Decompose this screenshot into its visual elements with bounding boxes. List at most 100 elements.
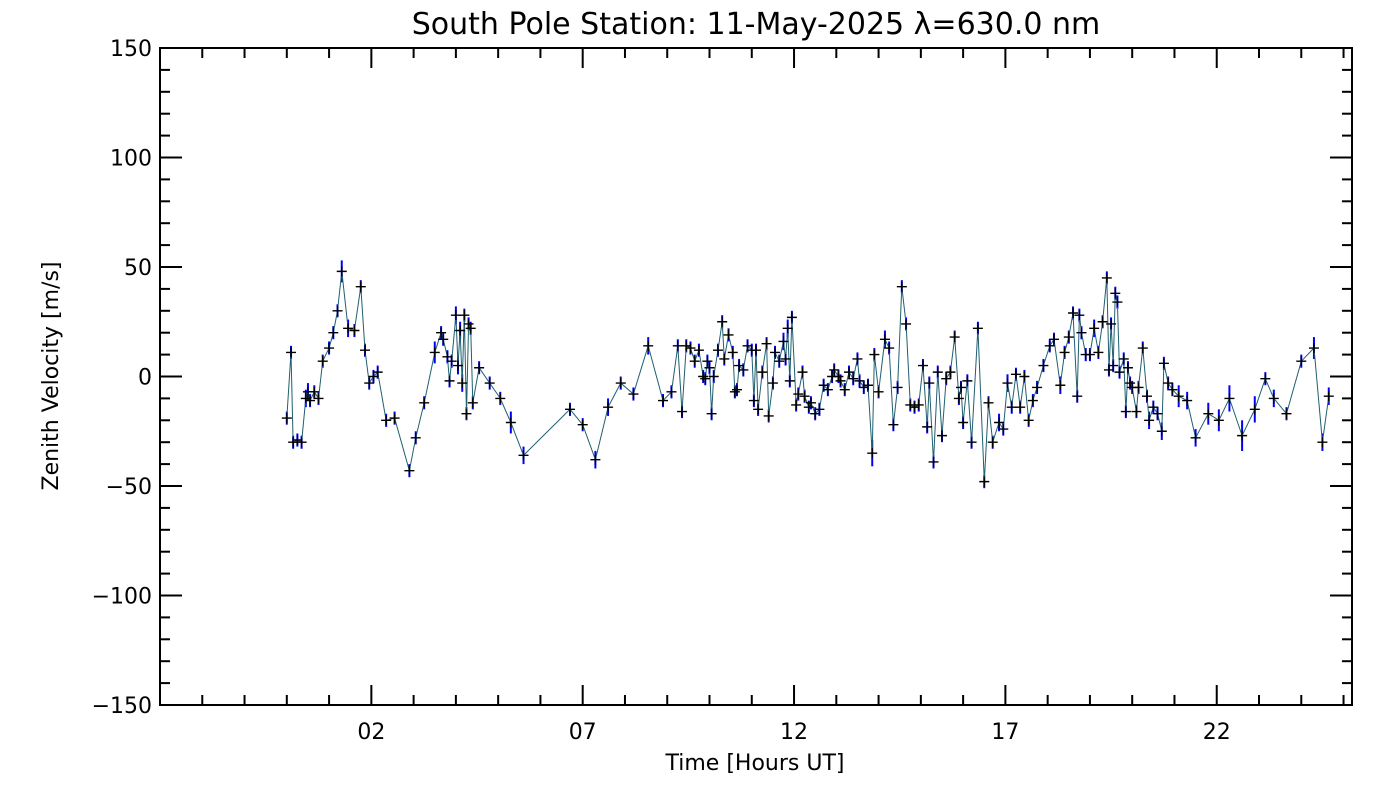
- data-point-marker: [442, 351, 453, 362]
- data-point-marker: [767, 378, 778, 389]
- data-point-marker: [296, 437, 307, 448]
- data-point-marker: [438, 334, 449, 345]
- x-tick-label: 22: [1203, 720, 1231, 745]
- data-point-marker: [461, 408, 472, 419]
- data-point-marker: [453, 360, 463, 371]
- data-point-marker: [590, 454, 601, 465]
- data-point-marker: [962, 375, 973, 386]
- data-point-marker: [288, 437, 299, 448]
- data-point-marker: [913, 399, 924, 410]
- data-point-marker: [956, 382, 967, 393]
- data-point-marker: [1006, 402, 1017, 413]
- data-point-marker: [1120, 406, 1131, 417]
- data-point-marker: [457, 378, 468, 389]
- data-point-marker: [693, 345, 704, 356]
- data-point-marker: [852, 353, 863, 364]
- data-point-marker: [681, 340, 692, 351]
- data-point-marker: [1002, 378, 1013, 389]
- data-point-marker: [1038, 360, 1049, 371]
- data-point-marker: [615, 378, 626, 389]
- data-point-marker: [905, 399, 916, 410]
- data-point-marker: [958, 417, 969, 428]
- data-point-marker: [941, 373, 952, 384]
- data-point-marker: [879, 334, 890, 345]
- data-point-marker: [1213, 415, 1224, 426]
- data-point-marker: [1072, 391, 1083, 402]
- data-point-marker: [1063, 332, 1074, 343]
- data-point-marker: [704, 362, 715, 373]
- data-point-marker: [799, 391, 810, 402]
- data-point-marker: [518, 450, 529, 461]
- data-point-marker: [729, 386, 740, 397]
- data-point-marker: [854, 375, 865, 386]
- data-point-marker: [628, 389, 639, 400]
- data-point-marker: [928, 456, 939, 467]
- data-point-marker: [698, 371, 709, 382]
- data-point-marker: [364, 378, 375, 389]
- data-point-marker: [774, 356, 785, 367]
- data-point-marker: [1076, 327, 1087, 338]
- data-point-marker: [712, 345, 723, 356]
- data-point-marker: [717, 316, 728, 327]
- data-point-marker: [1268, 393, 1279, 404]
- data-point-marker: [1122, 362, 1133, 373]
- data-point-marker: [1118, 353, 1129, 364]
- data-point-marker: [873, 386, 884, 397]
- data-point-marker: [966, 437, 977, 448]
- data-point-marker: [1141, 391, 1152, 402]
- data-point-marker: [505, 417, 516, 428]
- data-point-marker: [1101, 272, 1112, 283]
- data-point-marker: [751, 345, 761, 356]
- data-point-marker: [450, 310, 461, 321]
- data-point-marker: [1068, 307, 1079, 318]
- data-point-marker: [305, 395, 316, 406]
- data-point-marker: [349, 325, 360, 336]
- data-point-marker: [467, 397, 478, 408]
- data-point-marker: [286, 347, 297, 358]
- data-point-marker: [565, 404, 576, 415]
- data-point-marker: [793, 389, 804, 400]
- data-point-marker: [603, 402, 614, 413]
- data-point-marker: [300, 393, 311, 404]
- data-point-marker: [1163, 378, 1174, 389]
- data-point-marker: [317, 356, 328, 367]
- data-point-marker: [869, 349, 880, 360]
- data-point-marker: [953, 393, 964, 404]
- data-point-marker: [1158, 358, 1169, 369]
- data-point-marker: [761, 338, 772, 349]
- error-bars: [285, 260, 1330, 489]
- data-point-marker: [814, 404, 825, 415]
- data-point-marker: [444, 375, 455, 386]
- data-point-marker: [1260, 373, 1271, 384]
- data-point-marker: [753, 404, 764, 415]
- data-point-marker: [332, 305, 343, 316]
- data-point-marker: [484, 378, 495, 389]
- data-point-marker: [708, 371, 719, 382]
- series-line: [286, 271, 1330, 482]
- data-point-marker: [924, 378, 935, 389]
- data-point-marker: [1103, 364, 1114, 375]
- data-point-marker: [936, 430, 947, 441]
- data-point-marker: [786, 312, 797, 323]
- data-point-marker: [839, 384, 850, 395]
- data-point-marker: [677, 406, 688, 417]
- data-point-marker: [784, 375, 795, 386]
- data-point-marker: [778, 336, 789, 347]
- y-axis-label: Zenith Velocity [m/s]: [39, 262, 64, 491]
- data-point-marker: [770, 347, 781, 358]
- data-point-marker: [1044, 340, 1055, 351]
- data-point-marker: [446, 356, 457, 367]
- y-tick-label: 0: [138, 366, 152, 391]
- data-point-marker: [658, 395, 669, 406]
- data-point-marker: [949, 332, 960, 343]
- data-point-marker: [734, 360, 745, 371]
- x-tick-label: 12: [780, 720, 808, 745]
- data-point-marker: [1093, 347, 1104, 358]
- data-point-marker: [917, 360, 928, 371]
- data-point-marker: [833, 371, 844, 382]
- data-markers: [281, 266, 1334, 487]
- data-point-marker: [1317, 437, 1328, 448]
- data-point-marker: [328, 327, 339, 338]
- data-point-marker: [1133, 382, 1144, 393]
- data-point-marker: [945, 367, 956, 378]
